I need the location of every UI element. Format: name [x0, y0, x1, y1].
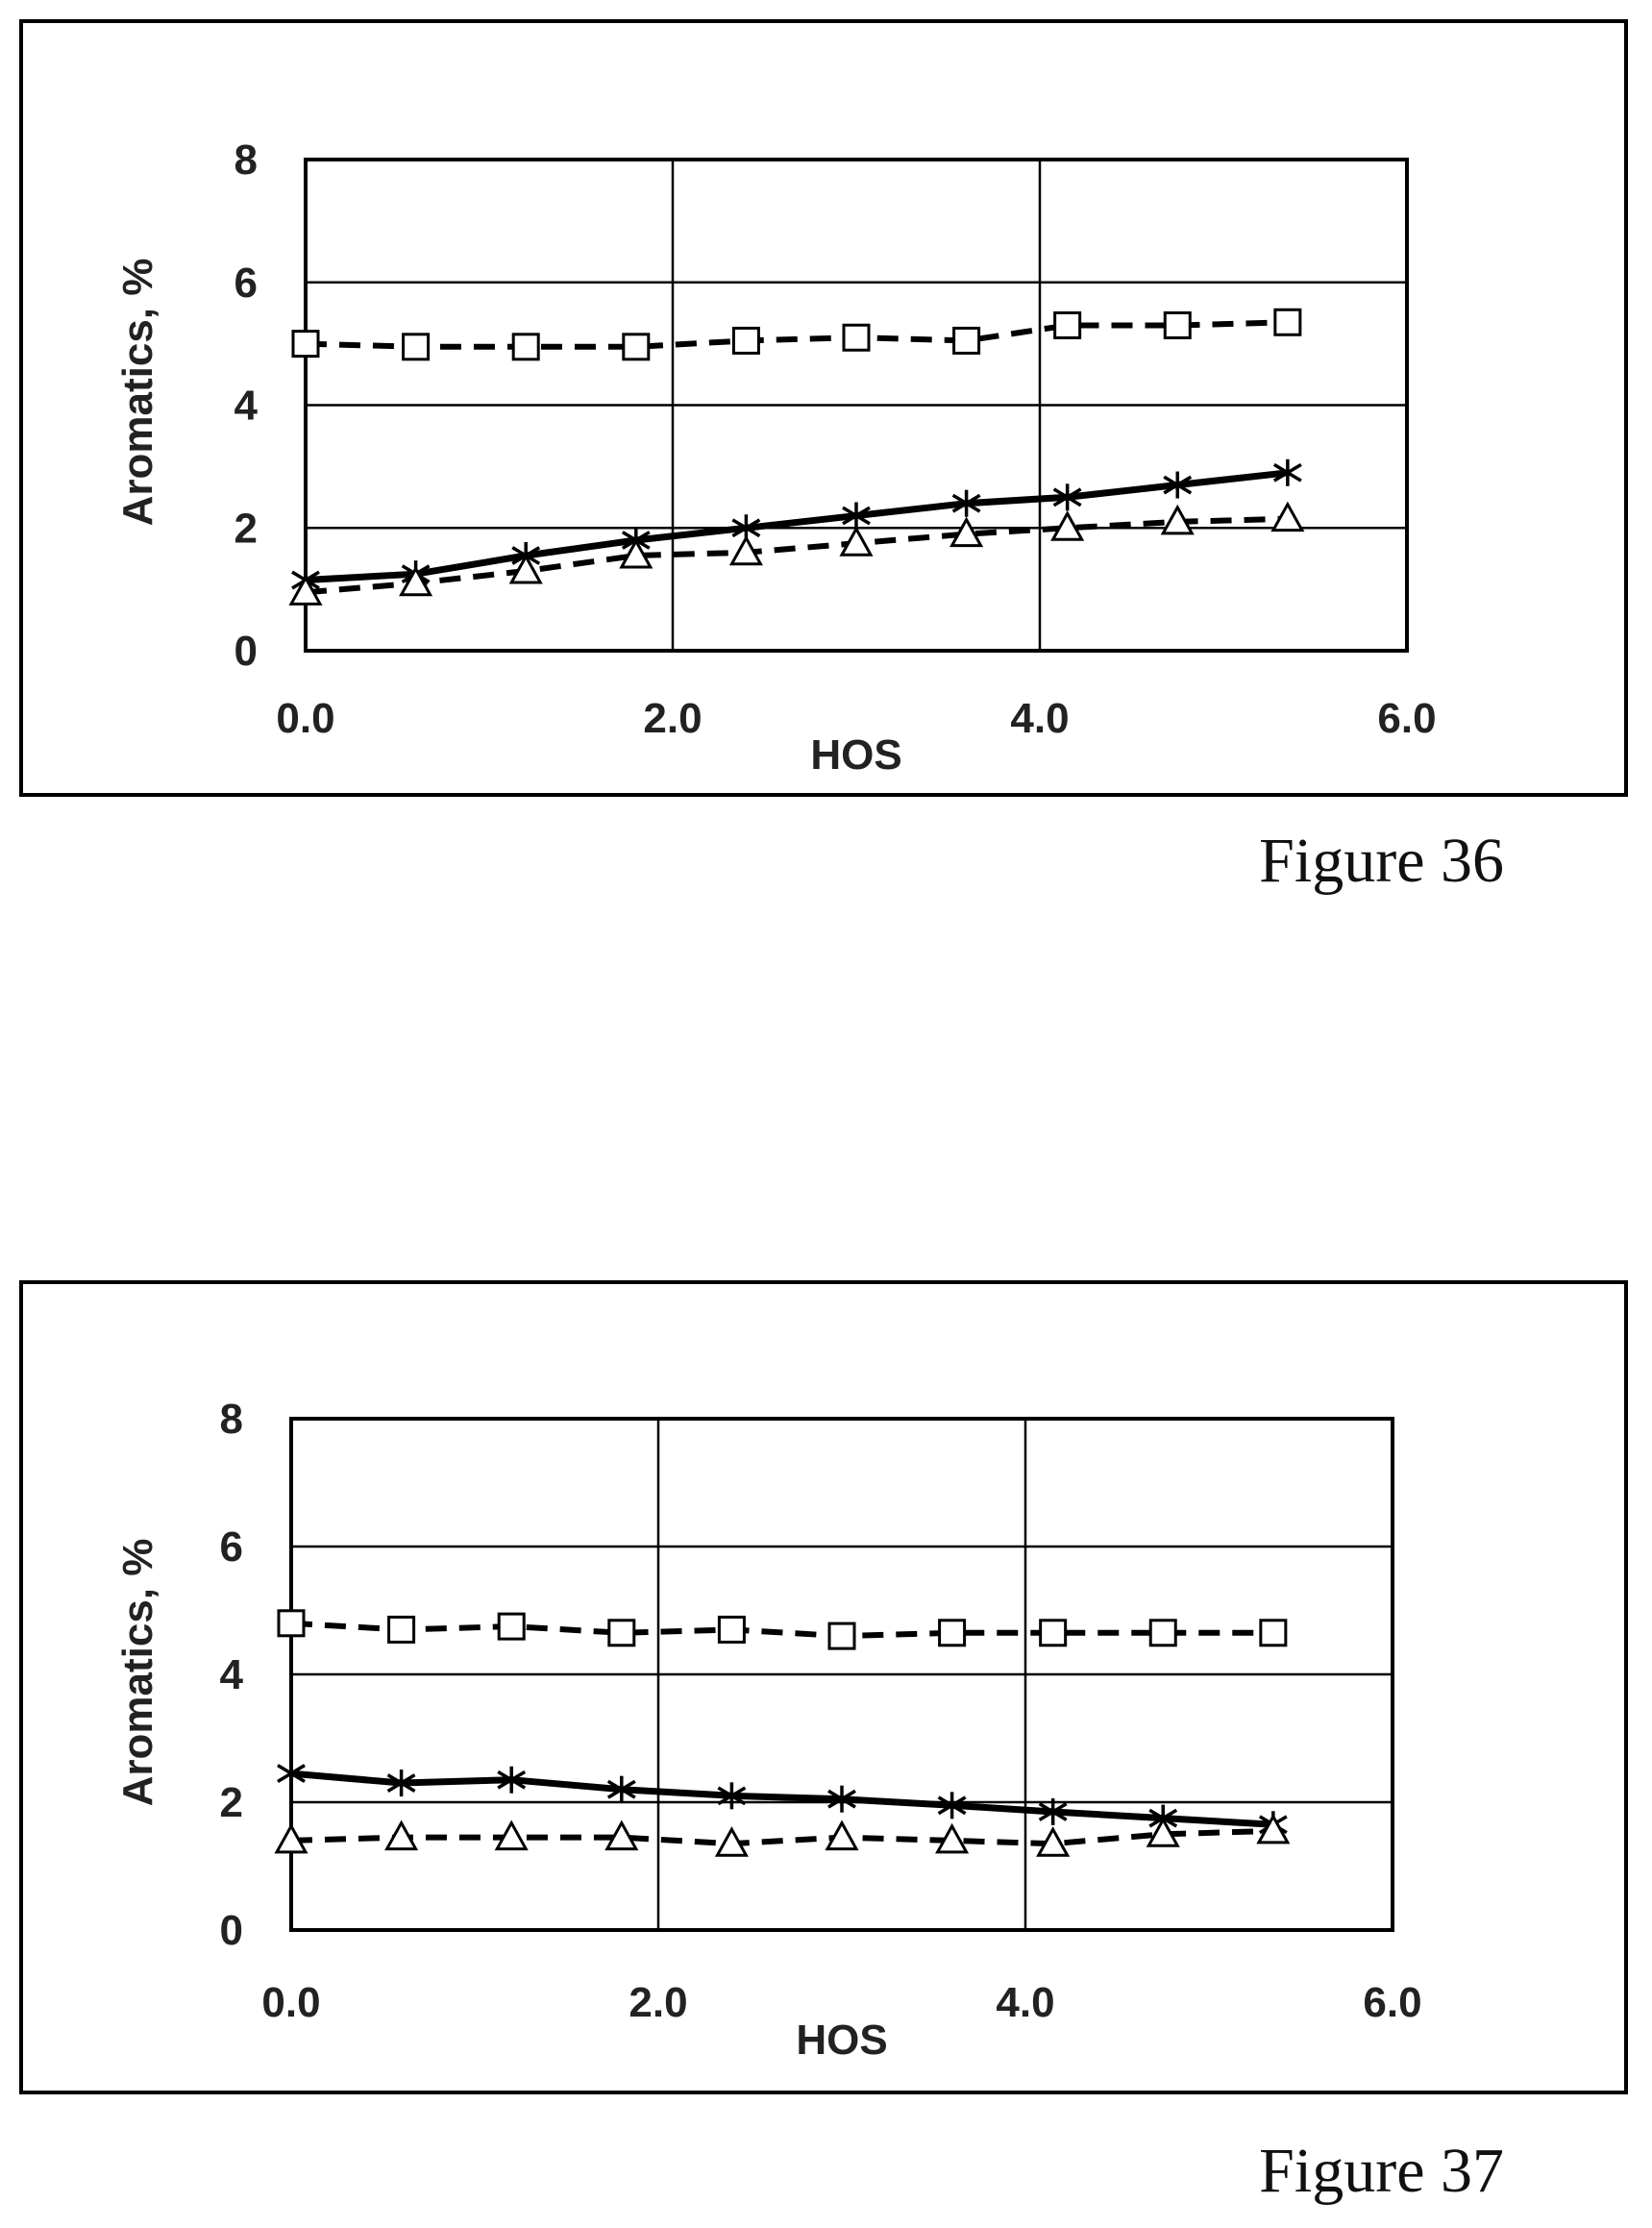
series-star-point — [1052, 483, 1082, 511]
series-triangle-point — [839, 526, 874, 557]
series-square-point — [952, 326, 981, 355]
series-triangle-point — [494, 1820, 529, 1851]
series-triangle-point — [399, 565, 433, 597]
series-triangle-point — [288, 575, 323, 606]
series-star-point — [1038, 1797, 1068, 1825]
series-square-line — [305, 319, 1288, 350]
x-axis-title: HOS — [796, 2017, 887, 2064]
y-tick-label: 0 — [234, 628, 258, 675]
series-star-point — [842, 502, 871, 530]
series-triangle-point — [1036, 1826, 1071, 1857]
series-triangle-point — [1270, 501, 1305, 532]
x-axis-title: HOS — [810, 731, 901, 779]
series-star-point — [386, 1770, 416, 1797]
series-triangle-point — [508, 553, 543, 584]
series-triangle-line — [305, 515, 1288, 596]
series-star-point — [497, 1766, 527, 1794]
series-square-point — [1259, 1619, 1288, 1647]
series-triangle-line — [290, 1827, 1273, 1847]
x-tick-label: 0.0 — [261, 1979, 320, 2026]
y-tick-label: 0 — [220, 1907, 243, 1954]
series-triangle-point — [1256, 1813, 1291, 1844]
series-square-point — [402, 333, 431, 361]
figure-caption: Figure 36 — [1259, 826, 1504, 896]
series-square-point — [1148, 1619, 1177, 1647]
series-triangle-point — [1146, 1817, 1180, 1847]
series-star-point — [717, 1782, 747, 1810]
series-square-point — [827, 1621, 856, 1650]
series-star-point — [951, 489, 981, 517]
figure-36: 0 2 4 6 8 0.0 2.0 4.0 6.0 HOS Aromatics, % Figure 3… — [19, 19, 1628, 896]
figure-frame — [19, 19, 1628, 797]
y-tick-label: 6 — [220, 1523, 243, 1571]
x-tick-label: 4.0 — [996, 1979, 1054, 2026]
series-triangle-point — [1050, 510, 1085, 541]
series-star-point — [1163, 471, 1193, 499]
series-triangle-point — [728, 534, 763, 566]
y-tick-label: 2 — [234, 505, 258, 552]
plot-area — [304, 158, 1409, 653]
series-star-line — [290, 1770, 1274, 1828]
series-triangle-point — [825, 1820, 859, 1851]
y-tick-label: 2 — [220, 1779, 243, 1826]
figure-37: 0 2 4 6 8 0.0 2.0 4.0 6.0 HOS Aromatics, % Figure 3… — [19, 1280, 1628, 2206]
y-tick-label: 4 — [234, 383, 259, 430]
series-triangle-point — [1160, 504, 1195, 535]
y-tick-label: 8 — [220, 1396, 243, 1443]
y-tick-label: 4 — [220, 1651, 244, 1698]
series-square-point — [731, 326, 760, 355]
series-square-point — [1053, 310, 1082, 339]
series-square-point — [717, 1615, 746, 1644]
series-star-point — [827, 1785, 856, 1813]
series-star-point — [606, 1775, 636, 1803]
series-square-point — [938, 1619, 967, 1647]
figure-caption: Figure 37 — [1259, 2136, 1504, 2206]
series-triangle-point — [714, 1826, 749, 1857]
series-triangle-point — [619, 537, 653, 569]
plot-area — [289, 1417, 1394, 1932]
series-star-point — [277, 1760, 306, 1788]
series-square-point — [622, 333, 651, 361]
x-tick-label: 0.0 — [276, 695, 334, 742]
x-tick-label: 6.0 — [1363, 1979, 1421, 2026]
series-square-point — [1273, 308, 1302, 336]
series-square-point — [497, 1612, 526, 1641]
series-square-point — [277, 1609, 306, 1638]
series-triangle-point — [274, 1822, 308, 1854]
series-square-point — [1039, 1619, 1068, 1647]
x-tick-label: 6.0 — [1377, 695, 1436, 742]
series-square-point — [607, 1619, 636, 1647]
series-square-point — [842, 323, 871, 352]
x-tick-label: 4.0 — [1010, 695, 1069, 742]
series-square-point — [387, 1615, 416, 1644]
y-tick-label: 8 — [234, 136, 258, 184]
series-square-point — [511, 333, 540, 361]
series-square-point — [291, 330, 320, 359]
series-triangle-point — [935, 1822, 970, 1854]
series-square-point — [1163, 310, 1192, 339]
series-star-point — [937, 1792, 967, 1820]
series-square-line — [290, 1620, 1273, 1640]
y-tick-label: 6 — [234, 260, 258, 307]
x-tick-label: 2.0 — [629, 1979, 687, 2026]
figure-frame — [19, 1280, 1628, 2094]
y-axis-title: Aromatics, % — [114, 259, 161, 527]
series-triangle-point — [604, 1820, 639, 1851]
series-triangle-point — [949, 516, 984, 548]
x-tick-label: 2.0 — [643, 695, 702, 742]
series-star-point — [1272, 458, 1302, 486]
series-triangle-point — [384, 1820, 419, 1851]
y-axis-title: Aromatics, % — [114, 1539, 161, 1807]
series-star-line — [305, 469, 1289, 583]
